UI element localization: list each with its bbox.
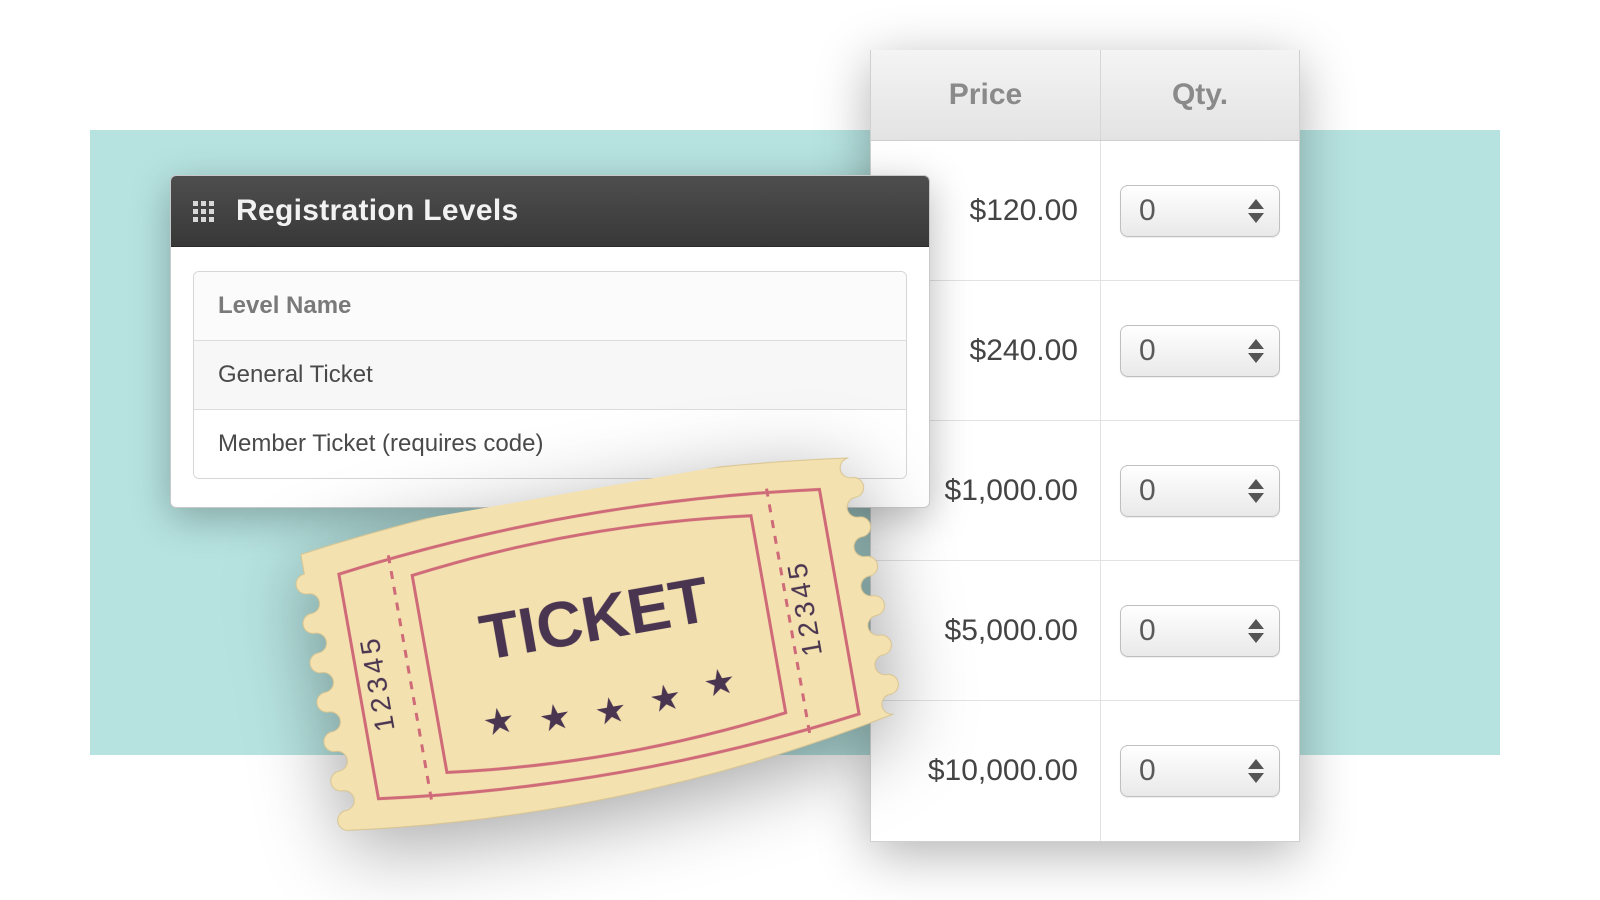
stepper-arrows-icon[interactable] [1243, 186, 1269, 236]
svg-text:★: ★ [646, 675, 685, 721]
qty-cell: 0 [1101, 141, 1299, 280]
stepper-arrows-icon[interactable] [1243, 746, 1269, 796]
stepper-arrows-icon[interactable] [1243, 466, 1269, 516]
qty-value: 0 [1139, 474, 1156, 508]
qty-cell: 0 [1101, 561, 1299, 700]
qty-stepper[interactable]: 0 [1120, 465, 1280, 517]
qty-cell: 0 [1101, 421, 1299, 560]
price-row: $240.00 0 [871, 281, 1299, 421]
qty-value: 0 [1139, 614, 1156, 648]
price-row: $1,000.00 0 [871, 421, 1299, 561]
qty-stepper[interactable]: 0 [1120, 745, 1280, 797]
qty-value: 0 [1139, 754, 1156, 788]
panel-title: Registration Levels [236, 194, 518, 228]
price-qty-header-row: Price Qty. [871, 50, 1299, 141]
qty-cell: 0 [1101, 281, 1299, 420]
stepper-arrows-icon[interactable] [1243, 606, 1269, 656]
price-row: $5,000.00 0 [871, 561, 1299, 701]
svg-text:★: ★ [591, 688, 630, 734]
qty-stepper[interactable]: 0 [1120, 185, 1280, 237]
column-header-price: Price [871, 50, 1101, 140]
price-row: $10,000.00 0 [871, 701, 1299, 841]
qty-stepper[interactable]: 0 [1120, 325, 1280, 377]
column-header-level-name: Level Name [194, 272, 906, 341]
price-qty-table: Price Qty. $120.00 0 $240.00 0 $1,000.00… [870, 50, 1300, 842]
svg-text:★: ★ [536, 694, 575, 740]
qty-value: 0 [1139, 194, 1156, 228]
grid-icon [193, 201, 214, 222]
svg-text:★: ★ [700, 659, 739, 705]
qty-cell: 0 [1101, 701, 1299, 841]
stepper-arrows-icon[interactable] [1243, 326, 1269, 376]
column-header-qty: Qty. [1101, 50, 1299, 140]
qty-value: 0 [1139, 334, 1156, 368]
levels-table: Level Name General Ticket Member Ticket … [193, 271, 907, 479]
panel-header: Registration Levels [171, 176, 929, 247]
price-row: $120.00 0 [871, 141, 1299, 281]
level-row[interactable]: General Ticket [194, 341, 906, 410]
svg-text:★: ★ [479, 698, 518, 744]
qty-stepper[interactable]: 0 [1120, 605, 1280, 657]
